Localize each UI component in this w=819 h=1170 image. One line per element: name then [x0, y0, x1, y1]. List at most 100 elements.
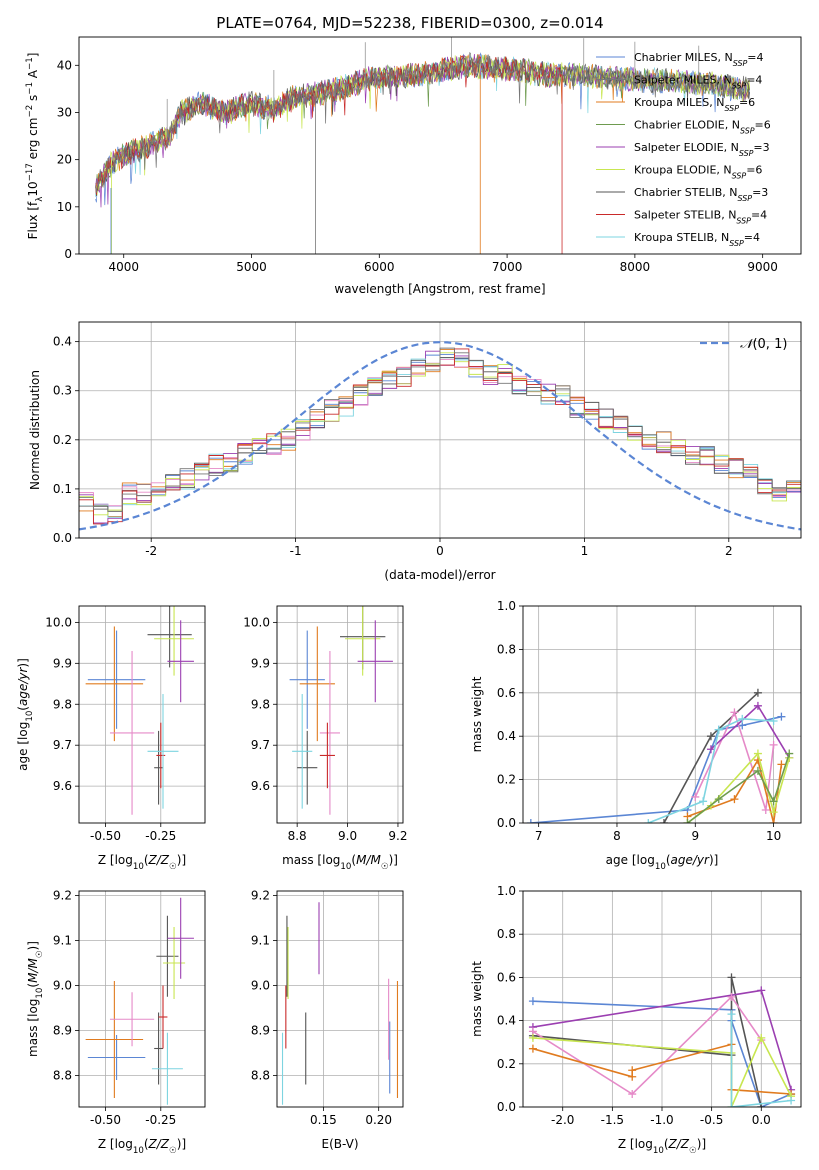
- spectrum-legend-entry-3-part: =6: [755, 119, 771, 132]
- weight_vs_age-marker-3-0: [706, 745, 715, 754]
- weight_vs_age-xlabel: age [log10(age/yr)]: [606, 853, 719, 872]
- mass_vs_Z-ytick-label: 9.1: [53, 934, 72, 948]
- weight_vs_Z-series-1: [532, 977, 763, 1107]
- residuals-ylabel: Normed distribution: [28, 370, 42, 490]
- spectrum-ylabel-part: s: [26, 95, 40, 105]
- mass_vs_EBV-ytick-label: 8.8: [251, 1069, 270, 1083]
- weight_vs_age-marker-5-1: [730, 795, 739, 804]
- weight_vs_Z-ytick-label: 0.2: [497, 1057, 516, 1071]
- weight_vs_age-ytick-label: 0.4: [497, 729, 516, 743]
- weight_vs_age-marker-2-2: [761, 805, 770, 814]
- mass_vs_Z-xlabel-part: Z [log: [98, 1137, 133, 1151]
- spectrum-legend-entry-5-part: SSP: [732, 171, 747, 180]
- residuals-ytick-label: 0.4: [53, 335, 72, 349]
- age_vs_mass-xtick-label: 9.0: [338, 829, 357, 843]
- weight_vs_age-xlabel-part: (: [666, 853, 671, 867]
- residuals-xtick-label: 1: [581, 544, 589, 558]
- spectrum-legend-entry-1-part: SSP: [732, 81, 747, 90]
- spectrum-legend-entry-7: Salpeter STELIB, NSSP=4: [634, 209, 767, 226]
- spectrum-ytick-label: 0: [64, 247, 72, 261]
- age_vs_mass-ytick-label: 10.0: [243, 615, 270, 629]
- weight_vs_Z-marker-5-0: [528, 1033, 537, 1042]
- spectrum-ylabel-part: −1: [25, 57, 35, 70]
- weight_vs_Z-ylabel: mass weight: [470, 961, 484, 1037]
- weight_vs_Z-ytick-label: 0.0: [497, 1100, 516, 1114]
- weight_vs_Z-marker-2-1: [757, 986, 766, 995]
- spectrum-legend-entry-7-part: =4: [751, 209, 767, 222]
- spectrum-legend-entry-1: Salpeter MILES, NSSP=4: [634, 74, 762, 91]
- age_vs_Z-xtick-label: -0.50: [90, 829, 121, 843]
- age_vs_Z-xlabel-part: Z/Z: [148, 853, 170, 867]
- weight_vs_age-ylabel: mass weight: [470, 676, 484, 752]
- weight_vs_Z-ytick-label: 0.8: [497, 927, 516, 941]
- weight_vs_age-xtick-label: 8: [613, 829, 621, 843]
- spectrum-legend-entry-8: Kroupa STELIB, NSSP=4: [634, 231, 760, 248]
- mass_vs_Z-ytick-label: 9.2: [53, 889, 72, 903]
- age_vs_Z-xlabel-part: Z [log: [98, 853, 133, 867]
- spectrum-ylabel-part: A: [26, 69, 40, 82]
- weight_vs_age-marker-7-3: [769, 797, 778, 806]
- gaussian-legend-label-part: (0, 1): [752, 337, 787, 352]
- weight_vs_Z-ytick-label: 1.0: [497, 884, 516, 898]
- spectrum-legend-entry-0: Chabrier MILES, NSSP=4: [634, 51, 764, 68]
- spectrum-xtick-label: 5000: [236, 260, 267, 274]
- weight_vs_age-ytick-label: 1.0: [497, 599, 516, 613]
- age_vs_mass-xlabel-part: 10: [340, 862, 351, 872]
- residual-histogram-8: [79, 347, 801, 538]
- weight_vs_age-marker-4-0: [644, 819, 653, 823]
- weight_vs_age-xlabel-part: 10: [655, 862, 666, 872]
- age_vs_mass-xtick-label: 9.2: [388, 829, 407, 843]
- age_vs_Z-ytick-label: 9.9: [53, 656, 72, 670]
- weight_vs_Z-plot-area: [528, 973, 796, 1107]
- age_vs_mass-ytick-label: 9.9: [251, 656, 270, 670]
- age_vs_Z-ylabel-part: age [log: [16, 722, 30, 771]
- spectrum-legend-entry-3-part: Chabrier ELODIE, N: [634, 119, 740, 132]
- spectrum-legend-entry-6-part: SSP: [738, 194, 753, 203]
- residuals-ytick-label: 0.0: [53, 531, 72, 545]
- age_vs_Z-ytick-label: 9.8: [53, 697, 72, 711]
- weight_vs_Z-xlabel-part: Z [log: [618, 1137, 653, 1151]
- mass_vs_Z-ylabel-part: mass [log: [26, 999, 40, 1057]
- age_vs_mass-xlabel-part: ☉: [381, 862, 389, 872]
- residuals-xtick-label: -2: [145, 544, 157, 558]
- weight_vs_age-axes-frame: [522, 605, 802, 824]
- spectrum-ytick-label: 20: [57, 153, 72, 167]
- age_vs_mass-xlabel-part: M/M: [356, 853, 381, 867]
- spectrum-legend-entry-7-part: Salpeter STELIB, N: [634, 209, 736, 222]
- figure-title: PLATE=0764, MJD=52238, FIBERID=0300, z=0…: [216, 14, 603, 32]
- spectrum-xtick-label: 9000: [747, 260, 778, 274]
- weight_vs_age-marker-2-3: [769, 740, 778, 749]
- age_vs_Z-xlabel-part: )]: [177, 853, 186, 867]
- spectrum-legend-entry-5-part: =6: [746, 164, 762, 177]
- spectrum-legend-entry-6: Chabrier STELIB, NSSP=3: [634, 186, 768, 203]
- age_vs_Z-xtick-label: -0.25: [145, 829, 176, 843]
- weight_vs_age-marker-7-4: [785, 749, 794, 758]
- spectrum-legend-entry-8-part: =4: [744, 231, 760, 244]
- mass_vs_Z-ylabel: mass [log10(M/M☉)]: [26, 941, 45, 1057]
- spectrum-legend-entry-4-part: =3: [753, 141, 769, 154]
- weight_vs_age-marker-4-2: [714, 725, 723, 734]
- mass_vs_Z-xlabel-part: (: [144, 1137, 149, 1151]
- spectrum-legend-entry-5-part: Kroupa ELODIE, N: [634, 164, 732, 177]
- weight_vs_age-ytick-label: 0.0: [497, 816, 516, 830]
- weight_vs_age-plot-area: [526, 688, 794, 823]
- weight_vs_Z-marker-6-0: [727, 1010, 736, 1019]
- weight_vs_age-marker-5-4: [777, 760, 786, 769]
- weight_vs_age-marker-4-1: [699, 797, 708, 806]
- spectrum-ylabel-part: Flux [f: [26, 201, 40, 239]
- age_vs_mass-axes-frame: [276, 605, 404, 824]
- weight_vs_Z-xtick-label: 0.0: [752, 1113, 771, 1127]
- weight_vs_Z-xlabel-part: (: [664, 1137, 669, 1151]
- mass_vs_EBV-xtick-label: 0.15: [310, 1113, 337, 1127]
- age_vs_Z-ylabel-part: age/yr: [16, 666, 30, 705]
- weight_vs_age-xlabel-part: age [log: [606, 853, 655, 867]
- age_vs_mass-ytick-label: 9.6: [251, 779, 270, 793]
- weight_vs_Z-series-4: [532, 1043, 792, 1095]
- residuals-xtick-label: -1: [290, 544, 302, 558]
- mass_vs_EBV-xlabel: E(B-V): [321, 1137, 358, 1151]
- mass_vs_EBV-ytick-label: 8.9: [251, 1024, 270, 1038]
- spectrum-legend-entry-5: Kroupa ELODIE, NSSP=6: [634, 164, 762, 181]
- spectrum-legend-entry-0-part: Chabrier MILES, N: [634, 51, 733, 64]
- spectrum-legend-entry-8-part: Kroupa STELIB, N: [634, 231, 729, 244]
